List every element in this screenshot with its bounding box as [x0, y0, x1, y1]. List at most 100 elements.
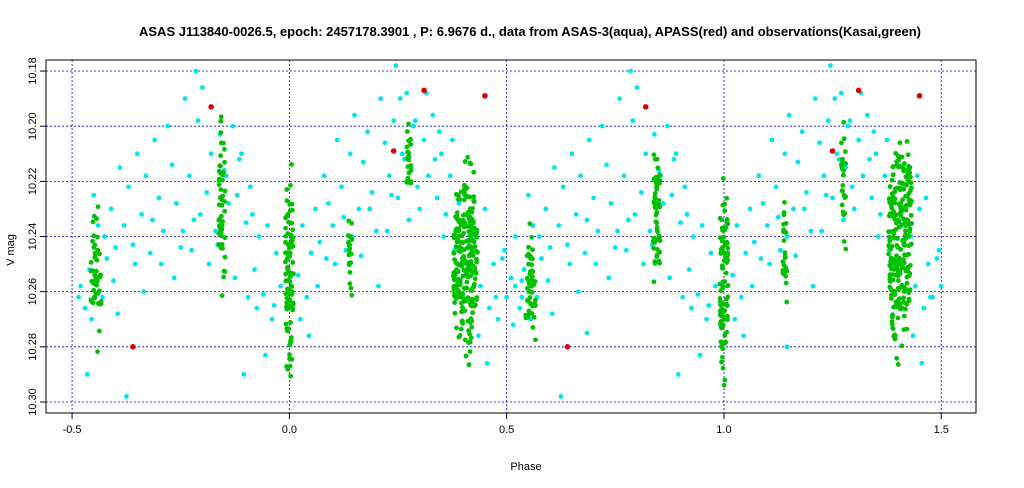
- kasai-point: [469, 288, 475, 294]
- kasai-point: [468, 335, 474, 341]
- asas-point: [519, 294, 525, 300]
- kasai-point: [895, 362, 901, 367]
- kasai-point: [897, 187, 903, 193]
- asas-point: [247, 184, 253, 190]
- kasai-point: [531, 314, 537, 320]
- kasai-point: [288, 283, 294, 289]
- kasai-point: [406, 150, 411, 156]
- asas-point: [591, 195, 596, 201]
- asas-point: [482, 206, 488, 212]
- asas-point: [921, 305, 927, 311]
- asas-point: [300, 223, 305, 228]
- asas-point: [165, 123, 171, 129]
- asas-point: [269, 316, 275, 322]
- kasai-point: [895, 278, 901, 283]
- asas-point: [845, 123, 851, 129]
- asas-point: [756, 173, 762, 179]
- kasai-point: [455, 269, 461, 274]
- asas-point: [132, 261, 138, 267]
- asas-point: [556, 223, 562, 228]
- kasai-point: [455, 233, 460, 239]
- asas-point: [612, 245, 618, 250]
- x-tick-label: -0.5: [63, 424, 82, 436]
- kasai-point: [652, 204, 658, 210]
- kasai-point: [906, 296, 912, 302]
- asas-point: [508, 275, 514, 281]
- asas-point: [308, 250, 314, 256]
- asas-point: [232, 275, 238, 281]
- kasai-point: [218, 114, 224, 120]
- kasai-point: [464, 185, 470, 191]
- asas-point: [323, 256, 329, 261]
- asas-point: [91, 192, 97, 198]
- kasai-point: [470, 252, 475, 258]
- y-tick-label: 10.26: [27, 278, 39, 306]
- kasai-point: [467, 219, 473, 225]
- kasai-point: [893, 212, 899, 218]
- asas-point: [778, 247, 783, 253]
- kasai-point: [783, 280, 789, 286]
- kasai-point: [901, 239, 907, 245]
- asas-point: [130, 242, 136, 248]
- kasai-point: [463, 238, 469, 244]
- asas-point: [695, 292, 701, 297]
- kasai-point: [451, 274, 457, 279]
- asas-point: [775, 214, 781, 220]
- kasai-point: [406, 157, 412, 163]
- asas-point: [606, 275, 612, 281]
- kasai-point: [467, 243, 473, 249]
- asas-point: [623, 247, 629, 253]
- asas-point: [525, 192, 531, 198]
- kasai-point: [90, 238, 95, 244]
- kasai-point: [841, 192, 847, 198]
- kasai-point: [465, 154, 471, 160]
- kasai-point: [284, 213, 290, 219]
- kasai-point: [453, 228, 459, 233]
- asas-point: [478, 283, 483, 289]
- asas-point: [432, 156, 438, 162]
- kasai-point: [723, 270, 729, 276]
- kasai-point: [725, 257, 731, 263]
- asas-point: [823, 192, 829, 198]
- kasai-point: [896, 157, 902, 163]
- asas-point: [830, 195, 835, 201]
- kasai-point: [840, 172, 846, 178]
- kasai-point: [843, 149, 848, 154]
- asas-point: [447, 173, 453, 179]
- asas-point: [495, 316, 501, 322]
- kasai-point: [897, 306, 903, 312]
- kasai-point: [890, 312, 895, 318]
- kasai-point: [900, 165, 906, 171]
- kasai-point: [222, 208, 228, 214]
- asas-point: [373, 228, 379, 234]
- asas-point: [712, 283, 718, 289]
- asas-point: [708, 250, 714, 256]
- kasai-point: [906, 243, 912, 249]
- kasai-point: [782, 255, 788, 261]
- asas-point: [204, 189, 210, 195]
- asas-point: [502, 247, 507, 253]
- kasai-point: [220, 177, 225, 183]
- kasai-point: [217, 163, 223, 169]
- kasai-point: [724, 303, 730, 309]
- kasai-point: [347, 269, 353, 275]
- asas-point: [330, 223, 336, 228]
- kasai-point: [218, 140, 224, 146]
- kasai-point: [901, 327, 907, 332]
- asas-point: [782, 151, 788, 157]
- asas-point: [549, 311, 555, 317]
- kasai-point: [287, 356, 292, 362]
- kasai-point: [652, 156, 658, 162]
- kasai-point: [718, 344, 724, 349]
- kasai-point: [523, 312, 529, 318]
- kasai-point: [465, 224, 471, 229]
- asas-point: [160, 228, 166, 234]
- kasai-point: [406, 121, 411, 127]
- kasai-point: [842, 211, 848, 216]
- kasai-point: [718, 288, 724, 294]
- kasai-point: [285, 242, 291, 247]
- apass-point: [916, 93, 923, 99]
- asas-point: [934, 256, 940, 261]
- asas-point: [699, 223, 705, 228]
- asas-point: [793, 253, 799, 259]
